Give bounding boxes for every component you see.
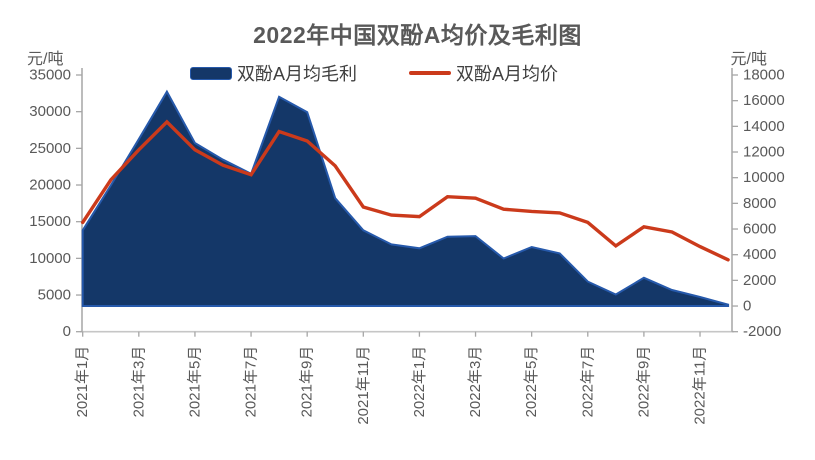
left-axis-tick-label: 15000 — [29, 213, 71, 230]
legend-area-swatch — [190, 66, 232, 80]
right-axis-tick-label: 14000 — [743, 118, 785, 135]
left-axis-tick-label: 20000 — [29, 177, 71, 194]
x-axis-tick-label: 2021年5月 — [186, 346, 203, 418]
x-axis-tick-label: 2022年5月 — [523, 346, 540, 418]
left-axis-tick-label: 0 — [63, 323, 71, 340]
right-axis-tick-label: 2000 — [743, 272, 776, 289]
right-axis-tick-label: 4000 — [743, 246, 776, 263]
x-axis — [80, 330, 734, 337]
right-axis-tick-label: 10000 — [743, 169, 785, 186]
left-axis-tick-label: 35000 — [29, 67, 71, 84]
x-axis-tick-label: 2022年9月 — [635, 346, 652, 418]
right-axis-tick-label: -2000 — [743, 323, 781, 340]
x-axis-tick-label: 2022年7月 — [579, 346, 596, 418]
left-axis-tick-label: 25000 — [29, 140, 71, 157]
x-axis-tick-label: 2022年11月 — [692, 346, 709, 425]
x-tick-labels: 2021年1月 2021年3月 2021年5月 2021年7月 2021年9月 2021年… — [74, 346, 708, 425]
x-axis-tick-label: 2021年7月 — [243, 346, 260, 418]
x-axis-tick-label: 2021年1月 — [74, 346, 91, 418]
left-axis-unit-label: 元/吨 — [27, 51, 64, 68]
x-axis-tick-label: 2021年3月 — [130, 346, 147, 418]
y-axis-right: -2000 0 2000 4000 6000 8000 10000 12000 14000 160… — [731, 67, 785, 340]
legend-margin-label: 双酚A月均毛利 — [237, 64, 358, 84]
right-axis-tick-label: 8000 — [743, 195, 776, 212]
legend-price-label: 双酚A月均价 — [456, 64, 559, 84]
chart-title: 2022年中国双酚A均价及毛利图 — [253, 22, 582, 48]
right-axis-tick-label: 18000 — [743, 67, 785, 84]
left-axis-tick-label: 30000 — [29, 103, 71, 120]
legend-item-margin: 双酚A月均毛利 — [190, 60, 357, 86]
right-axis-tick-label: 0 — [743, 298, 751, 315]
chart-legend: 双酚A月均毛利 双酚A月均价 — [190, 60, 558, 86]
right-axis-tick-label: 16000 — [743, 92, 785, 109]
legend-line-swatch — [409, 71, 452, 75]
y-axis-left: 0 5000 10000 15000 20000 25000 30000 35000 — [29, 67, 83, 340]
left-axis-tick-label: 5000 — [38, 287, 71, 304]
right-axis-tick-label: 6000 — [743, 221, 776, 238]
margin-area-series — [81, 89, 730, 308]
legend-item-price: 双酚A月均价 — [409, 60, 558, 86]
x-axis-tick-label: 2022年1月 — [411, 346, 428, 418]
x-axis-tick-label: 2021年11月 — [355, 346, 372, 425]
x-axis-tick-label: 2022年3月 — [467, 346, 484, 418]
x-axis-tick-label: 2021年9月 — [299, 346, 316, 418]
price-line-series — [81, 119, 730, 262]
left-axis-tick-label: 10000 — [29, 250, 71, 267]
right-axis-unit-label: 元/吨 — [730, 51, 767, 68]
right-axis-tick-label: 12000 — [743, 144, 785, 161]
